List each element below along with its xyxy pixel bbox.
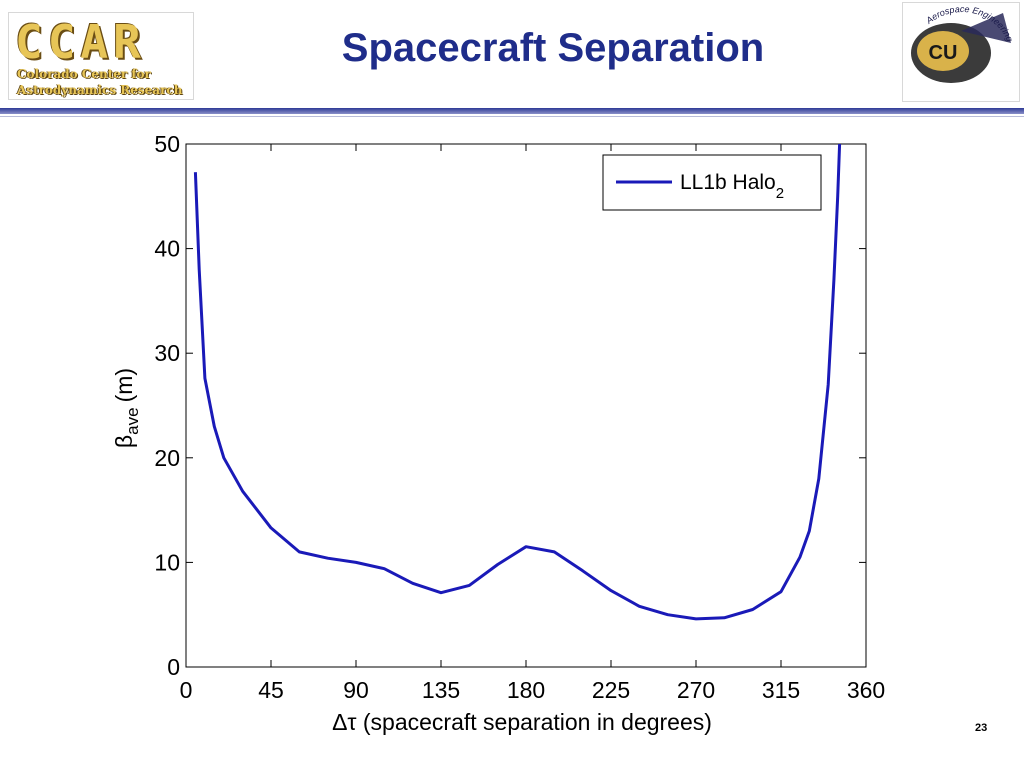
x-tick-label: 135 xyxy=(422,677,460,703)
x-tick-label: 360 xyxy=(847,677,885,703)
y-tick-label: 50 xyxy=(154,131,180,157)
cu-aerospace-logo: CU Aerospace Engineering xyxy=(902,2,1020,102)
x-tick-label: 90 xyxy=(343,677,369,703)
x-tick-label: 315 xyxy=(762,677,800,703)
y-axis-subscript: ave xyxy=(123,407,142,434)
legend-label: LL1b Halo2 xyxy=(680,171,784,202)
ccar-logo-line-1: Colorado Center for xyxy=(17,67,151,81)
legend-series-subscript: 2 xyxy=(776,185,784,202)
plot-area xyxy=(185,143,867,668)
x-tick-label: 45 xyxy=(258,677,284,703)
header-rule-thin xyxy=(0,116,1024,117)
y-axis-unit: (m) xyxy=(111,368,137,402)
legend-series-name: LL1b Halo xyxy=(680,171,776,194)
y-axis-symbol: β xyxy=(111,435,137,448)
y-axis-label: βave (m) xyxy=(111,368,142,448)
x-tick-label: 0 xyxy=(180,677,193,703)
ccar-logo-wordmark: CCAR xyxy=(15,15,146,69)
y-tick-label: 40 xyxy=(154,236,180,262)
wing-shape xyxy=(961,13,1011,43)
y-tick-label: 10 xyxy=(154,549,180,575)
y-tick-label: 20 xyxy=(154,445,180,471)
ccar-logo: CCAR Colorado Center for Astrodynamics R… xyxy=(8,12,194,100)
cu-badge-background xyxy=(917,31,969,71)
page-number: 23 xyxy=(975,722,988,734)
series-line-ll1b-halo2 xyxy=(193,143,842,621)
legend: LL1b Halo2 xyxy=(602,154,822,211)
y-tick-label: 0 xyxy=(167,654,180,680)
x-tick-label: 270 xyxy=(677,677,715,703)
axis-ticks xyxy=(185,143,867,668)
axis-tick-labels: 0 45 90 135 180 225 270 315 360 0 10 20 30 40 50 xyxy=(154,131,885,703)
y-tick-label: 30 xyxy=(154,340,180,366)
header-rule xyxy=(0,108,1024,114)
ccar-logo-line-2: Astrodynamics Research xyxy=(17,83,183,97)
x-axis-label: Δτ (spacecraft separation in degrees) xyxy=(332,709,712,735)
cu-monogram: CU xyxy=(929,42,958,64)
x-tick-label: 225 xyxy=(592,677,630,703)
slide-title: Spacecraft Separation xyxy=(341,26,765,70)
cu-logo-graphic: CU Aerospace Engineering xyxy=(911,4,1015,83)
x-tick-label: 180 xyxy=(507,677,545,703)
